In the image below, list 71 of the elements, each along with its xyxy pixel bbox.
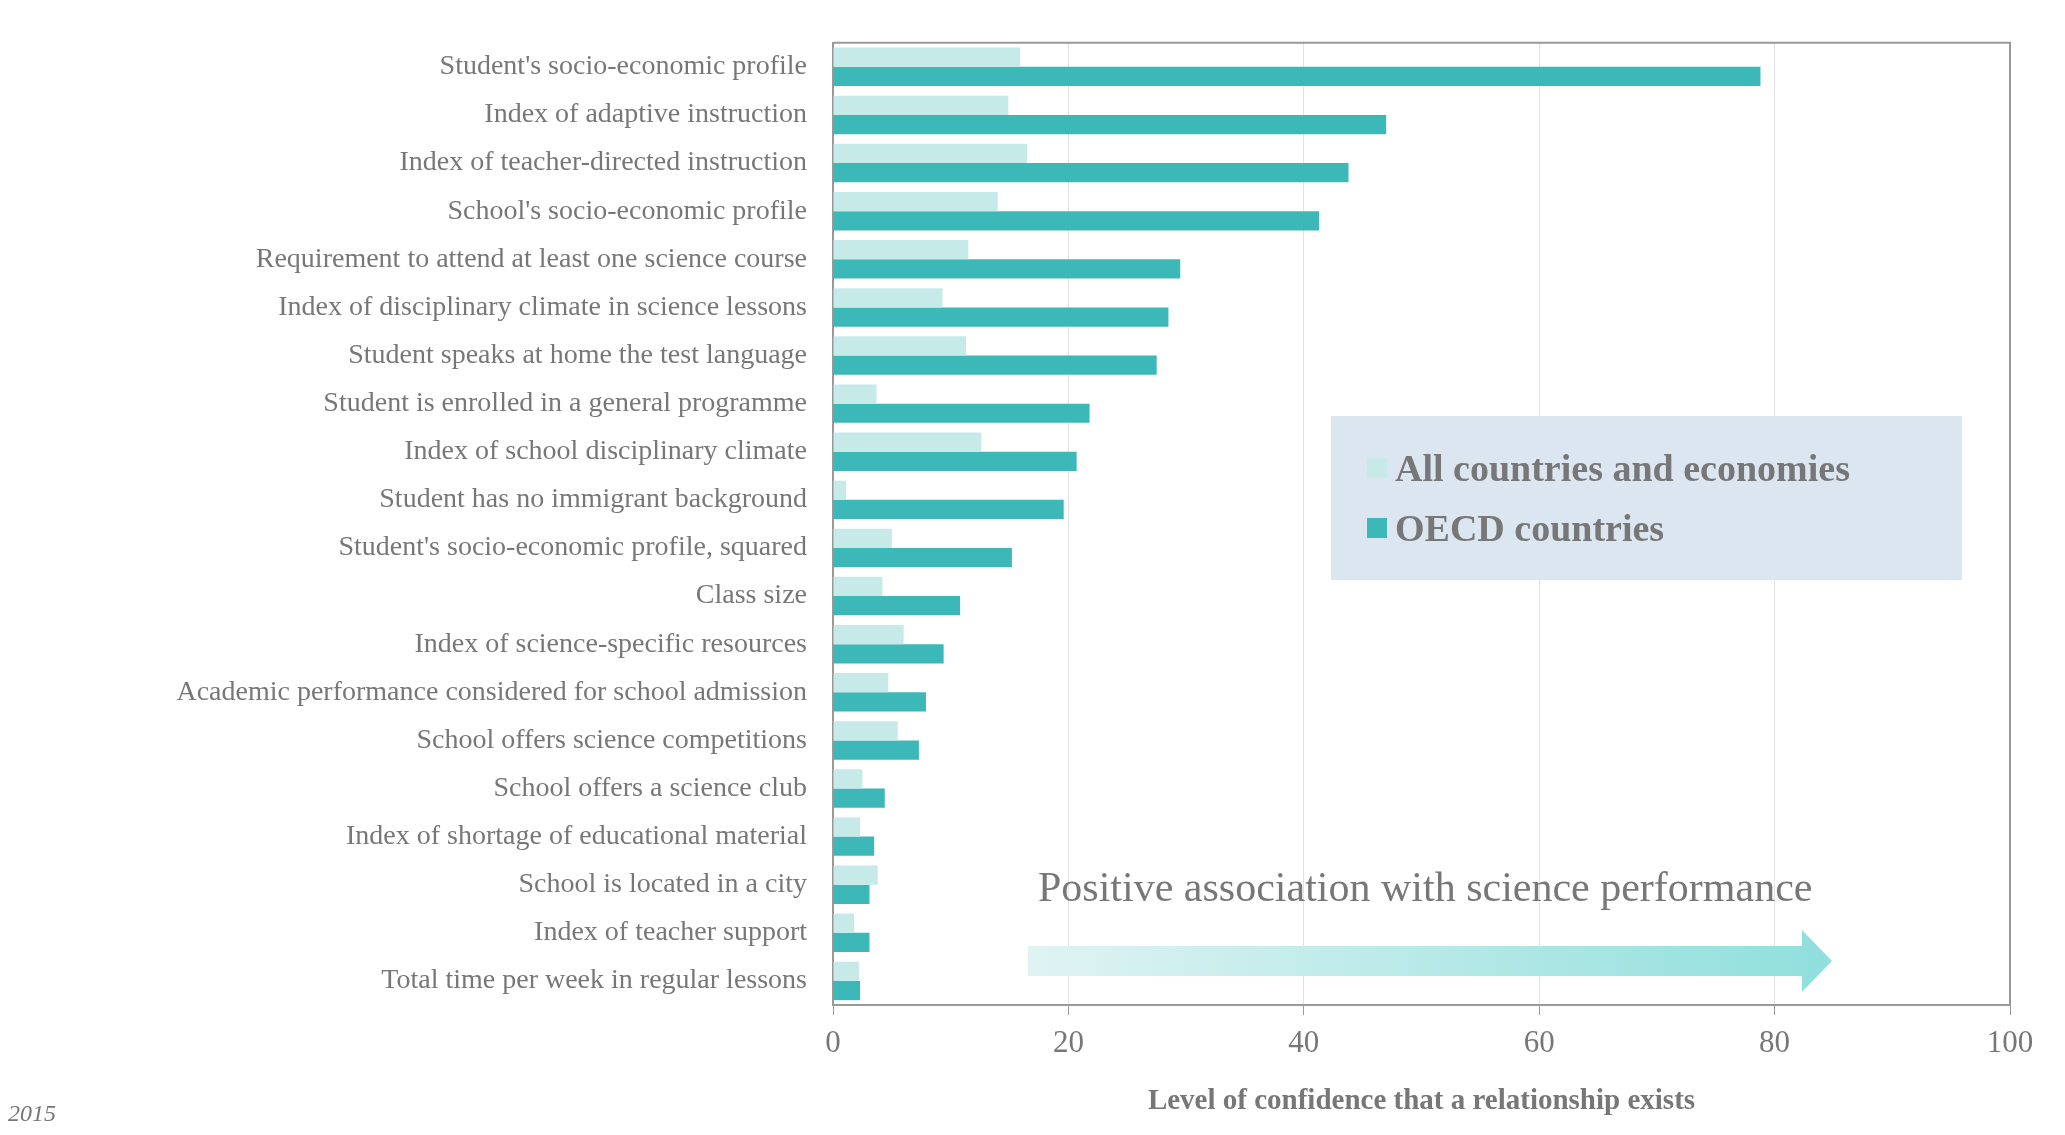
bar (833, 576, 883, 597)
x-tick-label: 60 (1523, 1023, 1555, 1059)
y-tick-label: Index of teacher-directed instruction (399, 145, 807, 177)
y-tick-label: Index of school disciplinary climate (404, 434, 807, 466)
x-tick-label: 20 (1052, 1023, 1084, 1059)
bar (833, 95, 1009, 115)
bar (833, 644, 944, 664)
y-tick-label: Student's socio-economic profile, squared (338, 530, 807, 562)
bar (833, 211, 1320, 231)
y-tick-label: Total time per week in regular lessons (381, 963, 807, 995)
bar (833, 143, 1028, 164)
y-tick-label: Index of science-specific resources (414, 626, 807, 658)
y-tick-label: Student speaks at home the test language (348, 337, 807, 369)
y-tick-label: Index of teacher support (534, 915, 808, 947)
bar (833, 499, 1064, 520)
bar (833, 307, 1169, 327)
bar (833, 451, 1077, 471)
bar (833, 191, 998, 212)
bar (833, 288, 943, 308)
x-tick-label: 40 (1288, 1023, 1320, 1059)
y-tick-label: Index of adaptive instruction (484, 97, 807, 129)
text: 2015 (8, 1100, 56, 1127)
bar (833, 913, 855, 933)
bar (833, 384, 877, 404)
legend-label: All countries and economies (1395, 446, 1850, 490)
bar (833, 624, 904, 645)
bar (833, 865, 878, 885)
bar (833, 403, 1090, 423)
y-tick-label: Student's socio-economic profile (439, 49, 807, 81)
bar (833, 240, 969, 260)
y-tick-label: Requirement to attend at least one science course (255, 241, 807, 273)
bar (833, 673, 889, 693)
y-tick-label: School offers science competitions (416, 722, 807, 754)
y-tick-label: Index of shortage of educational material (345, 818, 808, 850)
x-axis-title: Level of confidence that a relationship exists (1147, 1083, 1696, 1116)
x-tick-label: 80 (1759, 1023, 1791, 1059)
bar (833, 528, 892, 548)
bar (833, 961, 859, 981)
bar (833, 259, 1181, 279)
y-tick-label: School offers a science club (493, 770, 807, 802)
x-tick-label: 0 (825, 1023, 841, 1059)
y-tick-label: Class size (695, 578, 807, 610)
bar (833, 769, 863, 789)
bar (833, 740, 919, 760)
bar (833, 336, 966, 356)
annotation: Positive association with science performance (1038, 863, 1813, 911)
bar (833, 836, 875, 856)
bar (833, 788, 885, 808)
bar (833, 47, 1021, 67)
legend-label: OECD countries (1395, 506, 1665, 550)
y-tick-label: Student is enrolled in a general programme (323, 385, 807, 417)
x-tick-label: 100 (1986, 1023, 2034, 1059)
y-tick-label: School is located in a city (518, 867, 807, 899)
y-tick-label: Student has no immigrant background (379, 482, 807, 514)
bar (833, 163, 1349, 183)
bar (833, 66, 1761, 87)
bar (833, 692, 926, 712)
bar (833, 980, 861, 1001)
y-tick-label: School's socio-economic profile (447, 193, 807, 225)
bar (833, 721, 898, 741)
bar (833, 884, 870, 904)
bar (833, 480, 846, 500)
bar (833, 596, 961, 616)
y-tick-label: Academic performance considered for school admission (176, 674, 807, 706)
bar (833, 547, 1012, 568)
bar (833, 114, 1387, 135)
y-tick-label: Index of disciplinary climate in science lessons (278, 289, 807, 321)
bar (833, 817, 861, 837)
bar (833, 432, 982, 452)
bar (833, 932, 870, 953)
bar (833, 355, 1157, 375)
